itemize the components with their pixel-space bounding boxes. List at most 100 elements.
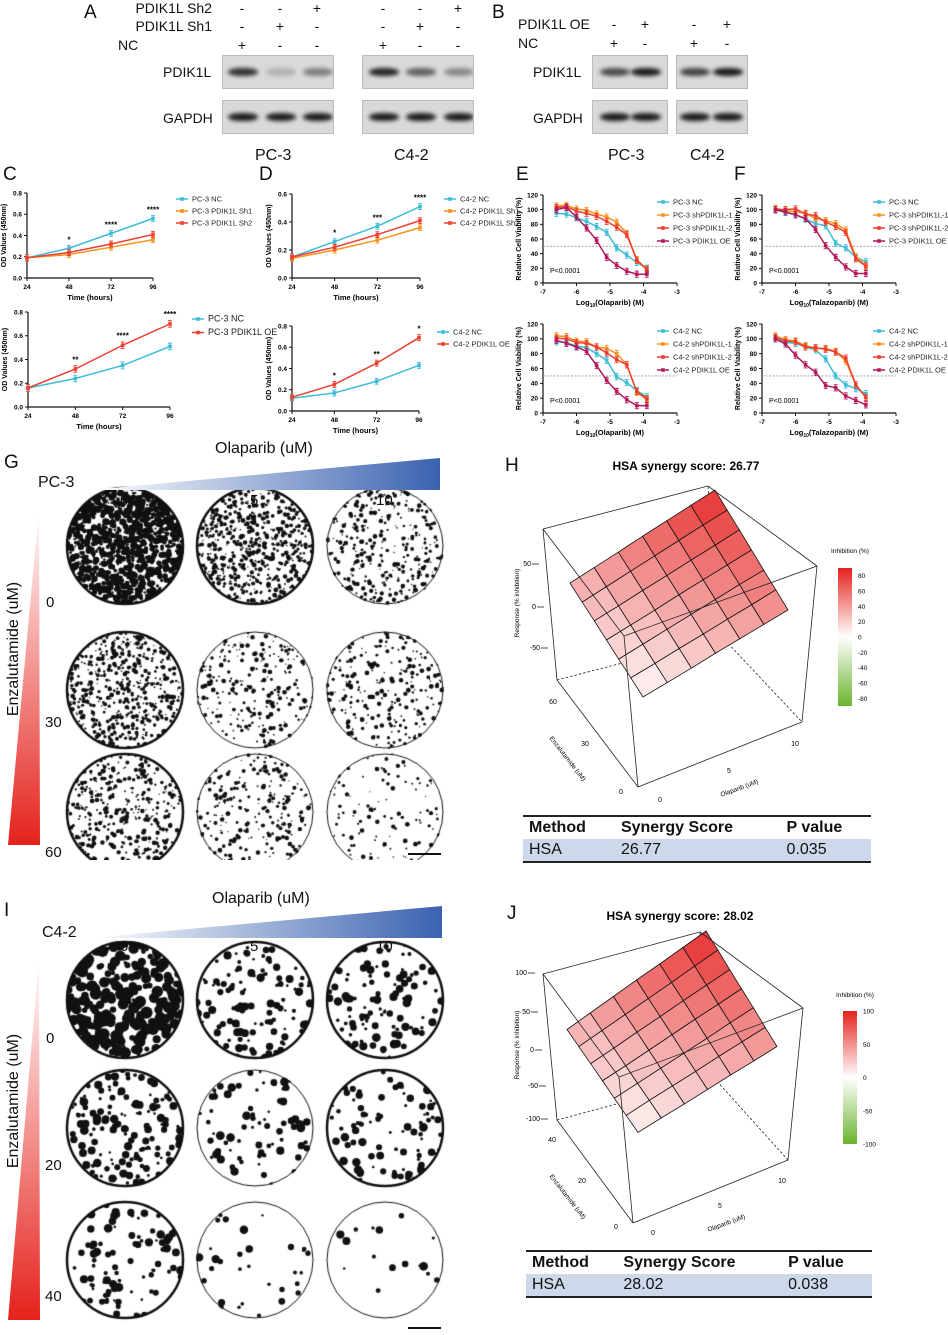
surface-cell — [581, 586, 620, 622]
error-bar — [73, 365, 78, 373]
legend-label: PC-3 shPDIK1L-2 — [673, 224, 733, 233]
data-point — [604, 346, 609, 351]
data-point — [635, 258, 639, 263]
condition-sign: - — [417, 37, 423, 53]
legend-label: PC-3 NC — [889, 198, 920, 207]
data-point — [417, 335, 421, 340]
data-point — [332, 391, 337, 395]
condition-sign: - — [380, 0, 386, 16]
error-bar — [783, 206, 788, 214]
z-tick-label: -50 — [530, 645, 540, 652]
box-edge — [707, 485, 723, 638]
y-tick-label: 0.2 — [278, 387, 287, 394]
data-point — [783, 208, 788, 213]
x-axis-title-part: 10 — [803, 433, 809, 439]
surface-cell — [660, 1052, 697, 1087]
data-point — [813, 227, 818, 232]
error-bar — [574, 207, 579, 215]
surface-cell — [605, 624, 644, 660]
condition-sign: - — [611, 16, 617, 32]
data-point — [635, 388, 639, 393]
surface-cell — [659, 1000, 696, 1036]
blot-strip-gapdh — [362, 100, 474, 134]
data-point — [803, 212, 808, 216]
y-tick-label: 20 — [750, 266, 758, 273]
surface-cell — [636, 1067, 674, 1101]
data-point — [635, 389, 639, 394]
y-tick-label: 60 — [549, 699, 557, 706]
error-bar — [813, 220, 818, 228]
data-point — [614, 263, 619, 268]
series-line — [775, 208, 866, 275]
data-point — [25, 256, 29, 260]
error-bar — [793, 208, 798, 216]
error-bar — [813, 344, 818, 352]
line-chart-e1: -7 -6 -5 -4 -3 0 20 40 60 80 100 120 Log10(Olaparib)… — [516, 192, 733, 309]
y-axis-title: Relative Cell Viability (%) — [735, 197, 742, 280]
data-point — [783, 337, 788, 342]
surface-cell — [625, 1099, 662, 1134]
error-bar — [554, 206, 559, 214]
line-chart-c1: 24 48 72 96 0.0 0.2 0.4 0.6 0.8 Time (hours) OD Va… — [1, 190, 252, 302]
panel-label-g: G — [4, 452, 19, 473]
error-bar — [574, 205, 579, 213]
surface-cell — [729, 1007, 766, 1043]
x-axis-title: Olaparib (uM) — [720, 779, 760, 799]
surface-cell — [612, 979, 649, 1016]
y-tick-label: 0.2 — [278, 247, 287, 254]
condition-sign: + — [453, 0, 463, 16]
error-bar — [604, 349, 609, 357]
x-tick-label: -5 — [607, 419, 613, 426]
legend-label: C4-2 NC — [673, 327, 703, 336]
y-axis-title: Relative Cell Viability (%) — [735, 327, 742, 410]
dose-label: 20 — [45, 1157, 62, 1174]
surface-cell — [617, 535, 656, 572]
error-bar — [584, 339, 589, 347]
condition-sign: + — [312, 0, 322, 16]
error-bar — [624, 231, 629, 239]
error-bar — [783, 336, 788, 344]
data-point — [773, 335, 778, 340]
data-point — [793, 340, 798, 344]
dose-label: 5 — [250, 938, 259, 955]
box-edge — [556, 1077, 715, 1121]
error-bar — [584, 206, 589, 214]
data-point — [594, 351, 599, 356]
error-bar — [624, 361, 629, 369]
legend-marker — [661, 226, 665, 230]
error-bar — [624, 229, 629, 237]
error-bar — [853, 384, 858, 393]
series-line — [556, 341, 648, 398]
surface-cell — [601, 1014, 638, 1049]
error-bar — [823, 242, 828, 250]
chart-title: HSA synergy score: 28.02 — [607, 909, 754, 923]
error-bar — [644, 270, 649, 278]
dose-label: 5 — [250, 492, 259, 509]
x-axis-title-part: Log — [790, 428, 804, 437]
blot-label-gapdh: GAPDH — [163, 110, 213, 126]
surface-cell — [671, 1070, 709, 1105]
y-tick-label: 40 — [548, 1137, 556, 1144]
data-point — [783, 210, 788, 215]
condition-sign: + — [609, 35, 619, 51]
error-bar — [418, 217, 422, 224]
y-tick-label: 120 — [746, 321, 757, 328]
error-bar — [634, 387, 639, 396]
error-bar — [783, 337, 788, 345]
error-bar — [833, 253, 838, 261]
error-bar — [375, 231, 380, 238]
y-tick-label: 40 — [531, 381, 539, 388]
surface-cell — [702, 509, 740, 546]
box-edge — [542, 528, 558, 681]
data-point — [823, 220, 828, 224]
y-tick-label: 0 — [619, 789, 623, 796]
data-point — [854, 383, 858, 387]
data-point — [594, 363, 599, 368]
surface-cell — [630, 662, 668, 698]
legend-label: PC-3 NC — [673, 198, 704, 207]
error-bar — [109, 229, 113, 237]
error-bar — [843, 381, 848, 389]
error-bar — [823, 218, 828, 226]
x-drug-label: Olaparib (uM) — [212, 890, 310, 907]
x-tick-label: -5 — [826, 289, 832, 296]
